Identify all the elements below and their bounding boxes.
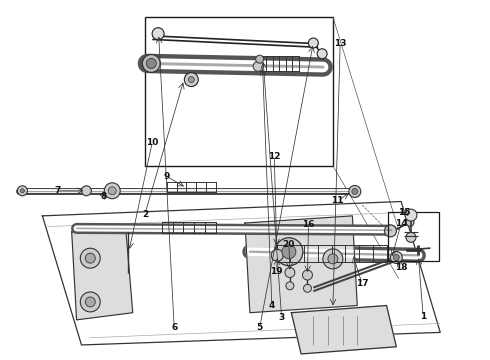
Circle shape (385, 225, 396, 237)
Circle shape (349, 185, 361, 197)
Circle shape (405, 209, 417, 221)
Text: 16: 16 (302, 220, 315, 229)
Circle shape (188, 77, 195, 82)
Circle shape (393, 255, 399, 260)
Text: 1: 1 (420, 312, 426, 321)
Circle shape (104, 183, 120, 199)
Text: 19: 19 (270, 267, 283, 276)
Text: 4: 4 (269, 301, 275, 310)
Circle shape (282, 245, 296, 259)
Circle shape (80, 248, 100, 268)
Circle shape (285, 267, 295, 278)
Circle shape (352, 189, 358, 194)
Polygon shape (245, 216, 357, 313)
Text: 6: 6 (171, 323, 177, 332)
Circle shape (303, 284, 312, 292)
Circle shape (18, 186, 27, 196)
Bar (388, 212, 439, 261)
Circle shape (147, 58, 156, 68)
Circle shape (253, 61, 263, 71)
Circle shape (184, 73, 198, 86)
Text: 10: 10 (146, 138, 158, 147)
Circle shape (80, 292, 100, 312)
Text: 12: 12 (268, 152, 281, 161)
Circle shape (85, 297, 95, 307)
Circle shape (108, 187, 116, 195)
Text: 15: 15 (398, 208, 411, 217)
Polygon shape (72, 225, 133, 320)
Circle shape (328, 254, 338, 264)
Bar (145, 17, 333, 166)
Circle shape (308, 38, 318, 48)
Text: 2: 2 (142, 210, 148, 219)
Circle shape (152, 28, 164, 40)
Text: 3: 3 (278, 313, 285, 322)
Polygon shape (292, 306, 396, 354)
Circle shape (302, 270, 313, 280)
Circle shape (391, 252, 402, 264)
Circle shape (142, 54, 160, 72)
Text: 13: 13 (334, 39, 346, 48)
Circle shape (323, 249, 343, 269)
Circle shape (85, 253, 95, 263)
Circle shape (271, 249, 283, 261)
Circle shape (406, 218, 414, 226)
Text: 14: 14 (395, 219, 408, 228)
Text: 18: 18 (395, 264, 408, 273)
Circle shape (275, 238, 303, 266)
Text: 17: 17 (356, 279, 368, 288)
Circle shape (21, 189, 24, 193)
Text: 20: 20 (283, 240, 295, 249)
Circle shape (81, 186, 91, 196)
Text: 7: 7 (54, 186, 60, 195)
Text: 5: 5 (257, 323, 263, 332)
Circle shape (406, 233, 416, 242)
Text: 9: 9 (164, 172, 170, 181)
Text: 8: 8 (100, 192, 106, 201)
Text: 11: 11 (332, 196, 344, 205)
Circle shape (286, 282, 294, 290)
Circle shape (256, 55, 264, 63)
Circle shape (317, 49, 327, 59)
